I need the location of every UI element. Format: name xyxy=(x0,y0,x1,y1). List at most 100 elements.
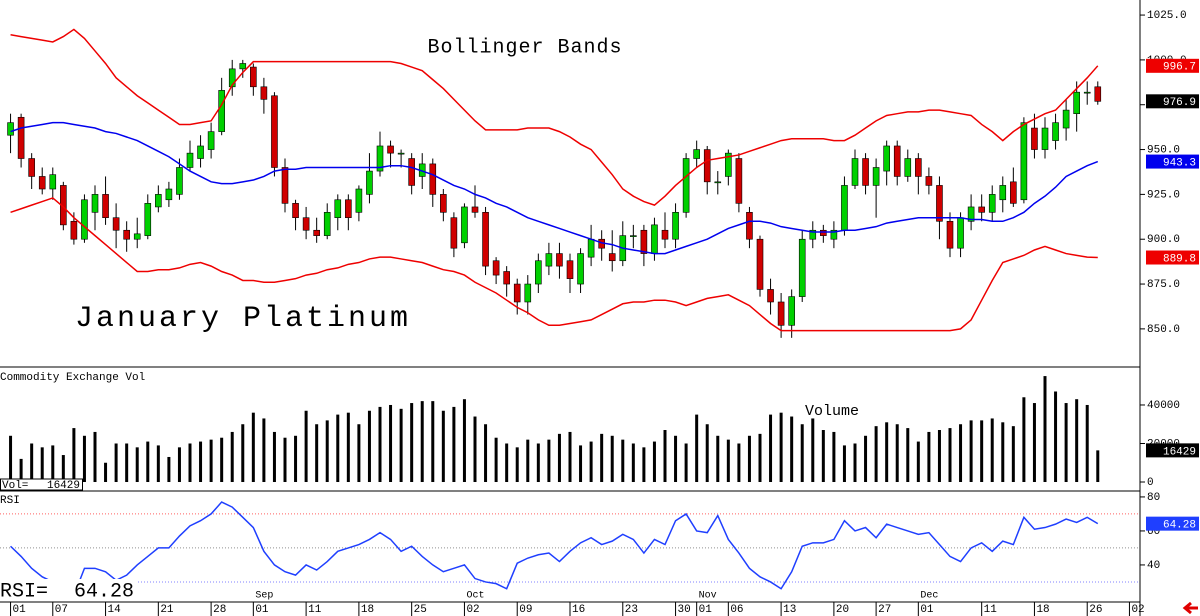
candle-body xyxy=(608,253,616,262)
y-tick-label: 40000 xyxy=(1147,400,1180,412)
candle-body xyxy=(936,185,943,222)
close-last-label: 976.9 xyxy=(1163,97,1196,109)
candle-body xyxy=(1020,122,1028,201)
x-tick-label: 07 xyxy=(55,604,68,616)
x-tick-label: 06 xyxy=(730,604,743,616)
y-tick-label: 40 xyxy=(1147,560,1160,572)
candle-body xyxy=(788,296,795,326)
volume-bar xyxy=(959,424,963,483)
volume-bar xyxy=(674,435,678,483)
candle-body xyxy=(91,194,99,213)
candle-body xyxy=(7,122,14,136)
candle-body xyxy=(862,158,869,186)
y-tick-label: 1025.0 xyxy=(1147,10,1187,22)
candle-body xyxy=(197,145,204,159)
candle-body xyxy=(281,167,289,204)
band-last-label-box xyxy=(1146,154,1199,169)
volume-bar xyxy=(885,422,889,483)
volume-bar xyxy=(1022,397,1026,483)
volume-bar xyxy=(1001,422,1005,483)
bollinger-band xyxy=(10,28,1099,206)
volume-bar xyxy=(294,435,298,483)
bollinger-band xyxy=(10,121,1099,255)
volume-bar xyxy=(800,424,804,483)
volume-bar xyxy=(473,416,477,483)
candle-body xyxy=(640,229,648,254)
x-tick-label: 20 xyxy=(836,604,849,616)
y-tick-label: 0 xyxy=(1147,477,1154,489)
month-label: Sep xyxy=(255,591,273,602)
x-tick-label: 27 xyxy=(878,604,891,616)
volume-bar xyxy=(93,431,97,483)
volume-bar xyxy=(811,418,815,483)
volume-bar xyxy=(652,441,656,483)
candle-body xyxy=(872,167,880,186)
candle-body xyxy=(292,203,299,218)
candle-body xyxy=(155,194,162,208)
candle-body xyxy=(535,260,542,285)
volume-bar xyxy=(104,462,108,483)
candle-body xyxy=(239,63,247,70)
candle-body xyxy=(345,199,352,218)
candle-body xyxy=(682,158,690,213)
candle-body xyxy=(851,158,859,186)
volume-bar xyxy=(832,431,836,483)
volume-bar xyxy=(167,456,171,483)
readout-label: RSI= xyxy=(0,580,48,603)
candle-body xyxy=(735,158,743,204)
candle-body xyxy=(207,131,215,150)
candle-body xyxy=(672,212,679,240)
candle-body xyxy=(503,271,510,285)
x-tick-label: 01 xyxy=(920,604,934,616)
candle-body xyxy=(123,229,130,240)
volume-bar xyxy=(262,418,266,483)
candle-body xyxy=(556,253,563,267)
volume-bar xyxy=(726,439,730,483)
candle-body xyxy=(271,95,278,168)
volume-bar xyxy=(821,430,825,483)
volume-bar xyxy=(251,412,255,483)
candle-body xyxy=(482,212,489,267)
volume-bar xyxy=(315,424,319,483)
volume-bar xyxy=(1043,376,1047,483)
volume-bar xyxy=(114,443,118,483)
volume-bar xyxy=(199,441,203,483)
candle-body xyxy=(450,217,458,249)
volume-bar xyxy=(272,431,276,483)
volume-bar xyxy=(241,424,245,483)
candle-body xyxy=(49,174,57,190)
volume-bar xyxy=(1011,426,1015,483)
volume-bar xyxy=(389,404,393,483)
candle-body xyxy=(714,181,722,184)
annotation: Volume xyxy=(805,403,859,420)
volume-bar xyxy=(484,424,488,483)
volume-bar xyxy=(19,458,23,483)
candle-body xyxy=(260,86,268,100)
volume-bar xyxy=(779,412,783,483)
band-last-label-box xyxy=(1146,250,1199,265)
volume-bar xyxy=(557,433,561,483)
candle-body xyxy=(946,220,954,249)
volume-bar xyxy=(146,441,150,483)
scroll-arrow[interactable] xyxy=(1182,601,1198,615)
candle-body xyxy=(17,116,25,159)
volume-bar xyxy=(156,445,160,483)
volume-bar xyxy=(51,445,55,483)
candle-body xyxy=(1052,122,1059,141)
volume-bar xyxy=(663,430,667,483)
month-label: Oct xyxy=(466,591,484,602)
readout-value: 64.28 xyxy=(74,580,134,603)
bollinger-band xyxy=(10,197,1098,332)
volume-bar xyxy=(125,443,129,483)
volume-bar xyxy=(336,414,340,483)
candle-body xyxy=(176,167,183,195)
x-tick-label: 02 xyxy=(466,604,479,616)
candle-body xyxy=(334,199,342,218)
candle-body xyxy=(988,194,996,213)
candle-body xyxy=(186,152,194,168)
volume-bar xyxy=(1064,403,1068,483)
volume-bar xyxy=(209,439,213,483)
volume-bar xyxy=(747,435,751,483)
volume-bar xyxy=(30,443,34,483)
y-tick-label: 900.0 xyxy=(1147,234,1180,246)
